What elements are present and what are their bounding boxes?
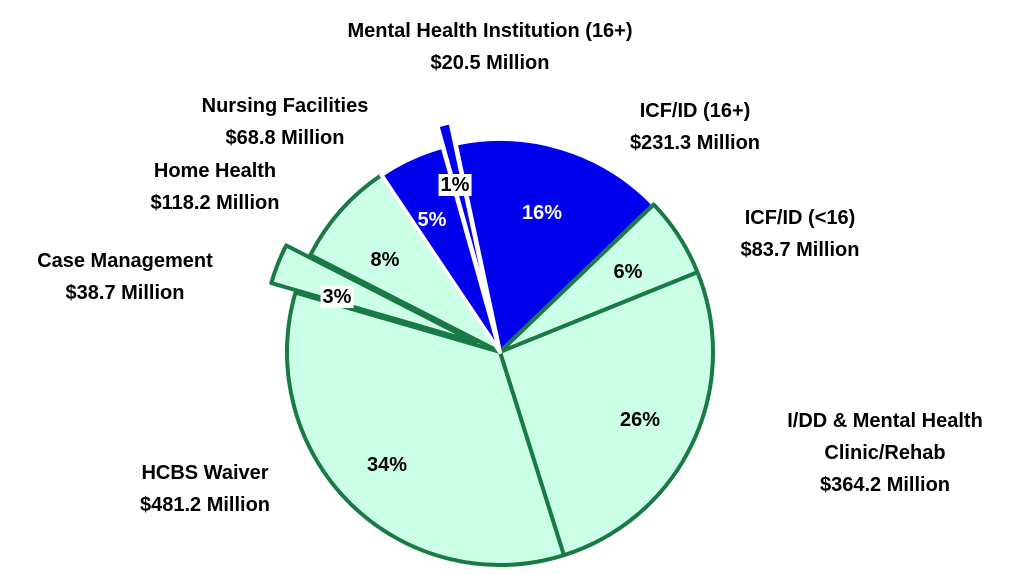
pie-slice [285,290,566,567]
slice-label: ICF/ID (16+) $231.3 Million [565,95,825,159]
slice-label: I/DD & Mental Health Clinic/Rehab $364.2 … [750,405,1020,501]
amount: $38.7 Million [65,282,185,304]
slice-label: Nursing Facilities $68.8 Million [155,90,415,154]
category-name: ICF/ID (<16) [744,207,856,229]
percent-label: 26% [619,409,661,431]
percent-label: 3% [320,286,354,308]
pie-slice [453,137,656,354]
slice-label: Mental Health Institution (16+) $20.5 Mil… [280,15,700,79]
category-name: HCBS Waiver [141,462,269,484]
pie-slice [498,270,715,558]
category-name: ICF/ID (16+) [639,100,751,122]
pie-slice [308,173,502,354]
slice-label: ICF/ID (<16) $83.7 Million [700,202,900,266]
percent-label: 16% [521,202,563,224]
percent-label: 1% [438,174,472,196]
percent-label: 6% [613,261,643,283]
amount: $364.2 Million [819,474,951,496]
slice-label: Home Health $118.2 Million [95,155,335,219]
percent-label: 8% [370,249,400,271]
amount: $83.7 Million [740,239,860,261]
pie-slice [269,243,478,345]
category-name: I/DD & Mental Health Clinic/Rehab [787,410,983,464]
amount: $118.2 Million [150,192,280,214]
slice-label: Case Management $38.7 Million [0,245,255,309]
category-name: Home Health [153,160,277,182]
amount: $20.5 Million [430,52,550,74]
percent-label: 34% [366,454,408,476]
category-name: Case Management [37,250,213,272]
amount: $481.2 Million [139,494,271,516]
category-name: Mental Health Institution (16+) [347,20,633,42]
amount: $231.3 Million [629,132,761,154]
percent-label: 5% [417,209,447,231]
slice-label: HCBS Waiver $481.2 Million [85,457,325,521]
category-name: Nursing Facilities [201,95,369,117]
amount: $68.8 Million [225,127,345,149]
